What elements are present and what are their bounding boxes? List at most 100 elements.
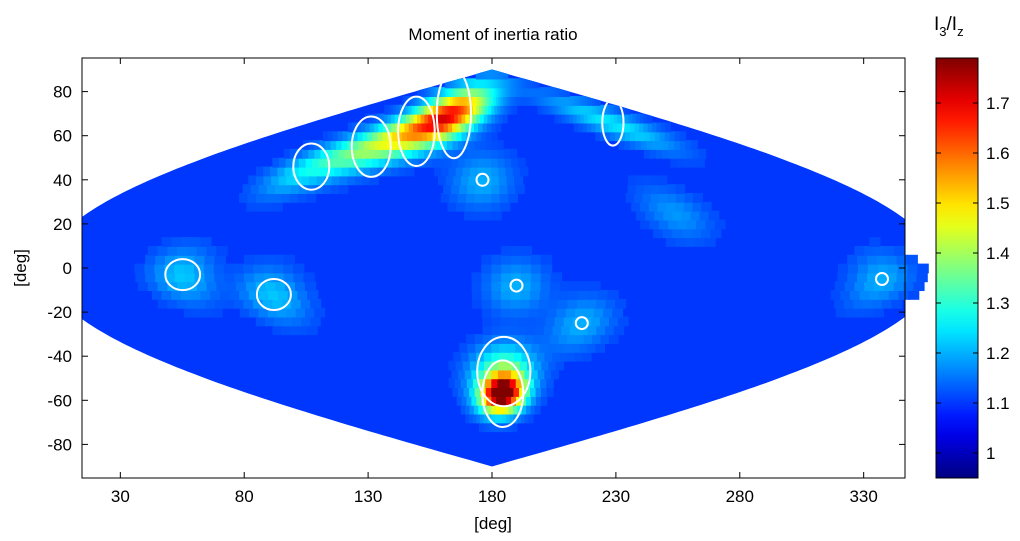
heat-cell (540, 378, 548, 388)
heat-cell (474, 334, 485, 344)
heat-cell (591, 122, 597, 133)
heat-cell (491, 184, 501, 194)
heat-cell (646, 140, 654, 150)
heat-cell (610, 113, 616, 124)
heat-cell (463, 104, 469, 115)
heat-cell (204, 254, 216, 265)
heat-cell (563, 316, 575, 327)
heat-cell (630, 131, 637, 142)
heat-cell (643, 175, 653, 186)
heat-cell (592, 96, 596, 106)
heat-cell (456, 201, 467, 212)
heat-cell (478, 369, 487, 380)
heat-cell (662, 228, 674, 239)
heat-cell (595, 104, 600, 115)
heat-cell (657, 140, 665, 150)
heat-cell (574, 351, 584, 362)
heat-cell (474, 193, 485, 203)
heat-cell (512, 422, 518, 433)
heat-cell (662, 148, 670, 159)
heat-cell (681, 210, 692, 221)
heat-cell (247, 193, 258, 203)
heat-cell (448, 87, 452, 97)
heat-cell (460, 148, 469, 159)
heat-cell (255, 201, 266, 212)
heat-cell (547, 307, 558, 318)
heat-cell (643, 148, 652, 159)
heat-cell (285, 157, 294, 168)
x-tick-label: 330 (849, 487, 877, 506)
heat-cell (583, 334, 594, 344)
heat-cell (267, 307, 279, 318)
heat-cell (258, 290, 270, 300)
heat-cell (572, 96, 577, 106)
heat-cell (613, 104, 619, 115)
heat-cell (495, 413, 501, 424)
heat-cell (289, 148, 298, 159)
heat-cell (471, 157, 480, 168)
heat-cell (527, 96, 532, 106)
heat-cell (494, 87, 498, 97)
heat-cell (462, 96, 467, 106)
heat-cell (443, 113, 449, 124)
heat-cell (206, 281, 218, 291)
heat-cell (334, 166, 343, 177)
heat-cell (544, 351, 554, 362)
heat-cell (465, 404, 471, 415)
heat-cell (407, 131, 414, 142)
heat-cell (144, 263, 156, 274)
heat-cell (266, 184, 277, 194)
heat-cell (457, 104, 463, 115)
heat-cell (510, 290, 522, 300)
heat-cell (460, 122, 467, 133)
heat-cell (612, 122, 619, 133)
heat-cell (482, 325, 493, 336)
heat-cell (563, 96, 568, 106)
heat-cell (242, 184, 253, 194)
heat-cell (465, 87, 469, 97)
heat-cell (491, 272, 503, 283)
x-tick-label: 130 (354, 487, 382, 506)
heat-cell (372, 131, 379, 142)
heat-cell (419, 140, 427, 150)
contour-ring (574, 316, 589, 331)
heat-cell (874, 246, 886, 256)
heat-cell (530, 281, 542, 291)
heat-cell (145, 254, 157, 265)
heat-cell (553, 96, 558, 106)
heat-cell (505, 166, 515, 177)
heat-cell (549, 87, 553, 97)
heat-cell (420, 113, 426, 124)
heat-cell (537, 104, 542, 115)
heat-cell (629, 140, 637, 150)
heat-cell (527, 378, 536, 388)
heat-cell (879, 290, 891, 300)
heat-cell (450, 96, 455, 106)
heat-cell (491, 307, 503, 318)
heat-cell (478, 157, 487, 168)
heat-cell (245, 281, 258, 291)
heat-cell (509, 316, 520, 327)
heat-cell (569, 113, 575, 124)
heat-cell (456, 395, 464, 406)
heat-cell (283, 316, 294, 327)
heat-cell (536, 351, 546, 362)
colorbar-label-sub2: z (957, 24, 964, 39)
heat-cell (522, 87, 526, 97)
heat-cell (524, 387, 532, 397)
heat-cell (509, 104, 515, 115)
heat-cell (451, 104, 456, 115)
heat-cell (473, 201, 484, 212)
heat-cell (534, 96, 539, 106)
heat-cell (699, 210, 711, 221)
heat-cell (236, 281, 248, 291)
heat-cell (487, 113, 493, 124)
heat-cell (466, 131, 473, 142)
heat-cell (174, 263, 186, 274)
heat-cell (596, 325, 607, 336)
heat-cell (350, 148, 359, 159)
heat-cell (327, 166, 336, 177)
heat-cell (605, 298, 617, 309)
heat-cell (248, 175, 258, 186)
heat-cell (491, 254, 503, 265)
